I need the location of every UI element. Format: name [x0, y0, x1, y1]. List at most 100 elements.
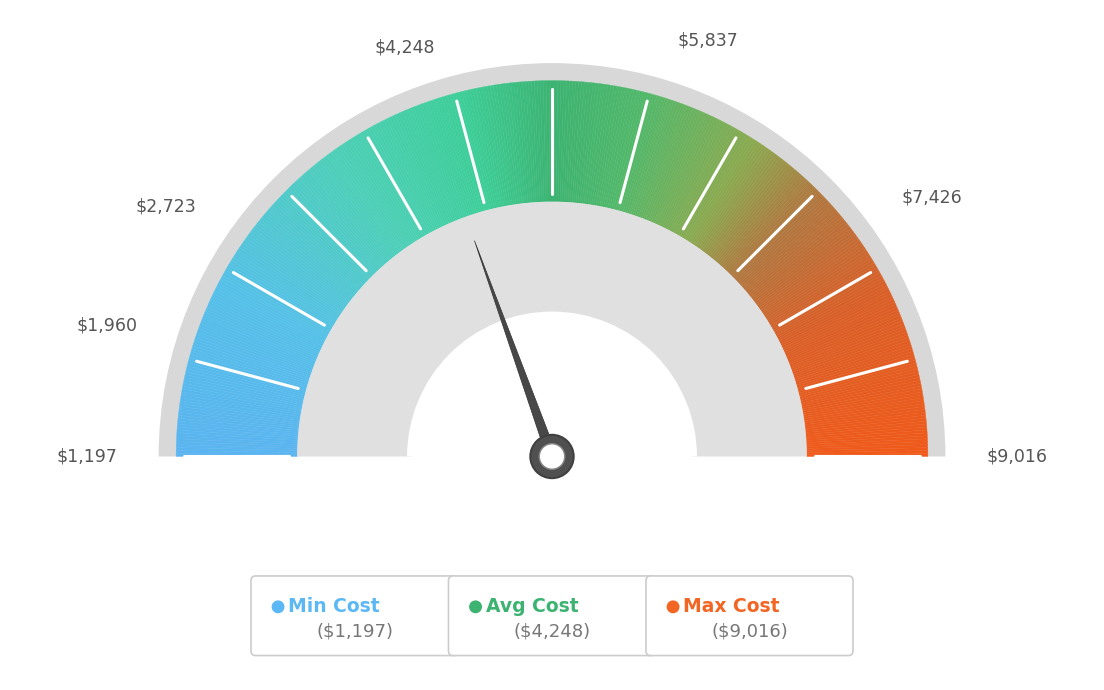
Wedge shape	[520, 82, 532, 203]
Wedge shape	[799, 368, 919, 399]
Wedge shape	[343, 142, 412, 245]
Wedge shape	[400, 112, 450, 224]
Wedge shape	[390, 117, 444, 227]
Wedge shape	[188, 360, 306, 393]
Wedge shape	[177, 451, 297, 455]
Wedge shape	[278, 197, 368, 282]
Wedge shape	[522, 81, 534, 202]
Wedge shape	[319, 159, 396, 257]
Wedge shape	[783, 297, 893, 350]
Wedge shape	[315, 163, 393, 259]
Wedge shape	[614, 92, 646, 210]
Wedge shape	[394, 114, 447, 225]
Wedge shape	[220, 278, 328, 337]
Wedge shape	[280, 195, 369, 281]
Wedge shape	[731, 188, 818, 276]
Wedge shape	[803, 386, 922, 411]
Wedge shape	[230, 260, 335, 325]
Wedge shape	[796, 346, 912, 384]
Wedge shape	[775, 275, 883, 335]
Wedge shape	[479, 87, 505, 206]
Wedge shape	[274, 201, 365, 285]
Wedge shape	[363, 130, 426, 236]
Wedge shape	[414, 106, 460, 219]
Wedge shape	[416, 105, 461, 219]
Wedge shape	[543, 81, 548, 201]
Wedge shape	[762, 243, 863, 313]
Wedge shape	[689, 139, 756, 242]
Wedge shape	[203, 313, 317, 361]
Wedge shape	[201, 321, 315, 366]
Wedge shape	[408, 108, 456, 221]
Wedge shape	[700, 150, 773, 250]
Wedge shape	[223, 273, 330, 334]
Text: $2,723: $2,723	[136, 197, 197, 215]
Wedge shape	[696, 146, 766, 247]
Wedge shape	[531, 81, 540, 202]
Wedge shape	[743, 208, 836, 290]
Wedge shape	[769, 260, 874, 325]
Wedge shape	[177, 444, 297, 451]
Wedge shape	[490, 86, 512, 205]
Wedge shape	[805, 404, 924, 422]
Wedge shape	[612, 91, 643, 209]
Wedge shape	[638, 103, 682, 217]
Wedge shape	[619, 94, 654, 211]
Wedge shape	[756, 231, 854, 305]
Wedge shape	[188, 363, 305, 395]
Wedge shape	[802, 383, 921, 408]
Wedge shape	[630, 99, 671, 215]
Wedge shape	[588, 84, 608, 204]
Wedge shape	[348, 139, 415, 242]
Wedge shape	[264, 213, 358, 293]
Wedge shape	[538, 81, 544, 202]
Wedge shape	[789, 321, 903, 366]
Wedge shape	[807, 451, 927, 455]
Wedge shape	[180, 397, 300, 419]
Wedge shape	[425, 102, 468, 217]
Wedge shape	[728, 184, 814, 273]
Wedge shape	[681, 133, 746, 238]
Wedge shape	[293, 182, 378, 272]
Wedge shape	[599, 87, 625, 206]
Wedge shape	[436, 98, 475, 214]
Wedge shape	[750, 219, 846, 297]
Circle shape	[667, 601, 679, 613]
Wedge shape	[627, 97, 666, 213]
Wedge shape	[718, 170, 798, 264]
Wedge shape	[329, 152, 402, 252]
Wedge shape	[217, 283, 326, 341]
Wedge shape	[772, 265, 877, 328]
Wedge shape	[795, 343, 911, 382]
Wedge shape	[444, 95, 481, 213]
Wedge shape	[615, 92, 648, 210]
Wedge shape	[461, 91, 492, 209]
Wedge shape	[299, 177, 382, 268]
Wedge shape	[177, 430, 298, 440]
Wedge shape	[178, 418, 298, 433]
Wedge shape	[181, 392, 301, 415]
Wedge shape	[773, 268, 879, 331]
Wedge shape	[493, 85, 514, 205]
Wedge shape	[312, 165, 391, 260]
Wedge shape	[798, 360, 916, 393]
Wedge shape	[806, 424, 926, 437]
Wedge shape	[476, 88, 502, 207]
Wedge shape	[286, 188, 373, 276]
Wedge shape	[673, 126, 733, 233]
Circle shape	[530, 435, 574, 478]
Wedge shape	[297, 179, 381, 269]
Wedge shape	[351, 137, 417, 242]
Wedge shape	[456, 92, 489, 210]
Wedge shape	[190, 352, 307, 387]
Wedge shape	[592, 86, 614, 205]
Wedge shape	[802, 377, 920, 405]
Wedge shape	[714, 167, 794, 262]
Wedge shape	[470, 89, 498, 208]
Wedge shape	[283, 193, 371, 279]
Wedge shape	[438, 97, 477, 213]
Wedge shape	[586, 84, 605, 204]
Polygon shape	[475, 241, 556, 458]
Wedge shape	[272, 204, 363, 286]
Wedge shape	[683, 135, 749, 239]
